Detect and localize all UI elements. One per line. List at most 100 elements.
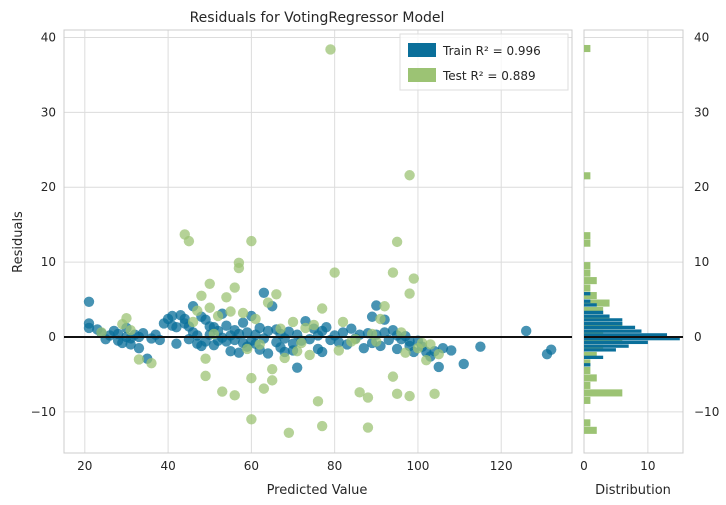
test-point	[225, 306, 236, 317]
test-point	[400, 347, 411, 358]
test-point	[354, 387, 365, 398]
train-point	[125, 339, 136, 350]
test-distribution-bar	[584, 351, 597, 360]
train-point	[520, 325, 532, 337]
train-point	[83, 296, 95, 307]
test-distribution-bar	[584, 344, 604, 352]
test-point	[187, 316, 199, 328]
test-point	[316, 420, 328, 432]
train-point	[192, 330, 203, 341]
test-distribution-bar	[584, 389, 623, 397]
test-point	[217, 386, 228, 397]
test-point	[200, 353, 211, 364]
test-point	[416, 337, 428, 349]
distribution-y-tick-label: 20	[694, 180, 709, 194]
train-point	[391, 343, 403, 355]
train-distribution-bar	[584, 292, 591, 296]
train-distribution-bar	[584, 336, 680, 341]
test-point	[404, 288, 415, 299]
train-point	[262, 325, 274, 337]
test-point	[283, 427, 295, 438]
train-distribution-bar	[584, 329, 642, 333]
train-point	[137, 328, 149, 339]
y-tick-label: 0	[48, 330, 56, 344]
train-distribution-bar	[584, 299, 591, 303]
test-point	[296, 337, 307, 349]
test-point	[96, 327, 107, 338]
test-point	[325, 44, 336, 55]
test-point	[429, 388, 440, 400]
train-point	[545, 344, 557, 355]
train-point	[225, 345, 236, 357]
legend: Train R² = 0.996 Test R² = 0.889	[399, 33, 569, 91]
test-point	[233, 262, 245, 274]
test-point	[375, 313, 386, 325]
test-point	[254, 339, 265, 350]
test-point	[379, 301, 390, 312]
distribution-y-tick-label: 30	[694, 105, 709, 119]
test-point	[192, 305, 203, 316]
distribution-y-tick-labels: −10 0 10 20 30 40	[694, 30, 719, 418]
x-tick-label: 40	[160, 459, 175, 473]
test-point	[204, 302, 215, 313]
test-distribution-bar	[584, 232, 591, 240]
train-point	[221, 320, 232, 331]
test-distribution-bar	[584, 262, 591, 270]
main-gridlines	[64, 30, 572, 453]
train-point	[371, 300, 382, 311]
train-point	[433, 361, 444, 373]
test-point	[121, 313, 132, 324]
test-point	[204, 278, 215, 289]
distribution-bars	[584, 44, 680, 434]
test-point	[371, 336, 382, 347]
distribution-x-tick-label: 10	[640, 459, 655, 473]
train-point	[254, 322, 265, 334]
test-point	[262, 297, 274, 308]
test-point	[287, 316, 299, 328]
test-point	[250, 313, 261, 325]
test-point	[316, 303, 328, 314]
test-distribution-bar	[584, 321, 623, 330]
test-point	[242, 343, 253, 355]
test-distribution-bar	[584, 336, 623, 345]
test-distribution-bar	[584, 239, 591, 247]
test-point	[396, 327, 407, 338]
train-point	[321, 322, 332, 333]
train-point	[316, 346, 328, 358]
train-distribution-bar	[584, 355, 604, 360]
main-plot-frame	[63, 29, 573, 454]
legend-label-train: Train R² = 0.996	[442, 44, 541, 58]
legend-swatch-train	[408, 43, 436, 57]
train-distribution-bar	[584, 348, 616, 352]
train-distribution-bar	[584, 333, 668, 337]
train-distribution-bar	[584, 303, 597, 307]
test-distribution-bar	[584, 269, 591, 277]
train-point	[446, 345, 457, 356]
x-tick-labels: 20 40 60 80 100 120	[77, 459, 512, 473]
test-point	[183, 235, 195, 247]
distribution-x-tick-label: 0	[580, 459, 588, 473]
train-point	[242, 327, 253, 338]
test-distribution-bar	[584, 292, 597, 300]
test-distribution-bar	[584, 172, 591, 180]
test-point	[333, 345, 345, 356]
train-point	[404, 336, 415, 347]
x-tick-label: 100	[406, 459, 429, 473]
legend-swatch-test	[408, 68, 436, 82]
test-point	[229, 390, 240, 401]
scatter-points	[83, 44, 557, 438]
test-point	[408, 273, 419, 284]
test-distribution-bar	[584, 277, 597, 285]
train-distribution-bar	[584, 363, 591, 367]
test-point	[196, 290, 207, 301]
x-tick-label: 60	[244, 459, 259, 473]
train-point	[262, 348, 274, 359]
test-distribution-bar	[584, 299, 610, 307]
train-point	[237, 317, 249, 328]
distribution-y-tick-label: 40	[694, 30, 709, 44]
chart-title: Residuals for VotingRegressor Model	[190, 10, 445, 26]
train-distribution-bar	[584, 321, 623, 326]
distribution-y-tick-label: 10	[694, 255, 709, 269]
test-distribution-bar	[584, 366, 591, 374]
